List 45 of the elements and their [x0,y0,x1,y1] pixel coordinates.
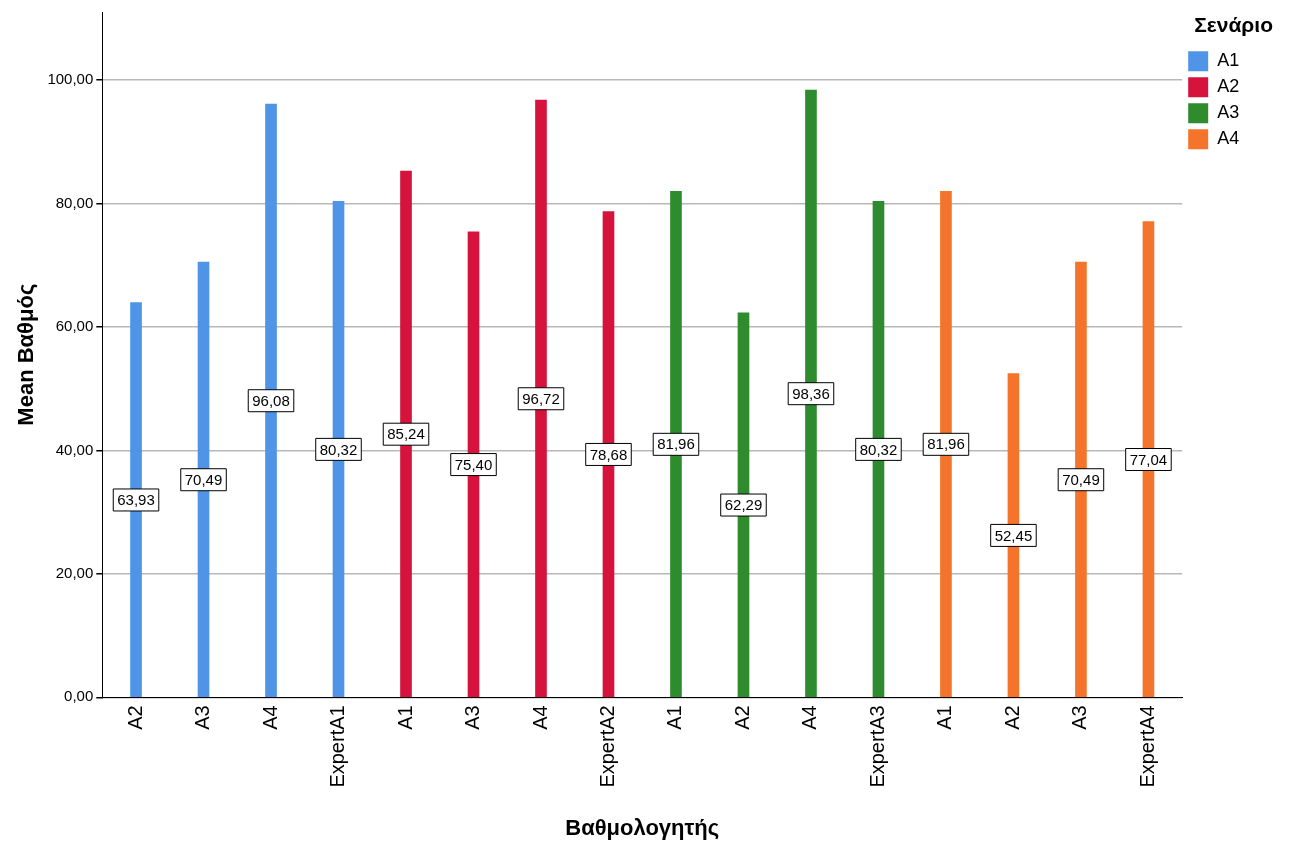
legend-label: A4 [1217,128,1240,149]
x-tick-label: A1 [393,705,416,730]
legend-label: A2 [1217,76,1240,97]
legend-title: Σενάριο [1194,13,1273,37]
y-tick-label: 100,00 [47,70,94,88]
x-axis-title: Βαθμολογητής [565,814,720,840]
x-tick-label: ExpertA3 [865,705,888,788]
data-label: 62,29 [724,496,763,514]
data-label: 80,32 [859,440,898,458]
y-tick-label: 60,00 [55,317,94,335]
data-label: 81,96 [927,435,965,453]
data-label: 96,08 [252,391,290,409]
data-label: 52,45 [994,526,1033,544]
y-tick-label: 40,00 [55,440,94,458]
x-tick-label: A2 [730,705,753,730]
legend-label: A1 [1217,50,1240,71]
x-tick-label: A3 [191,705,214,730]
data-label: 98,36 [792,384,830,402]
x-tick-label: A2 [1000,705,1023,730]
x-tick-label: A1 [663,705,686,730]
x-tick-label: ExpertA2 [596,705,618,788]
x-tick-label: ExpertA4 [1135,705,1158,788]
y-axis-title: Mean Βαθμός [13,283,39,426]
data-label: 85,24 [387,425,425,443]
x-tick-label: A3 [461,705,484,730]
data-label: 80,32 [319,440,358,458]
data-label: 75,40 [454,455,493,473]
legend-label: A3 [1217,102,1240,123]
y-tick-label: 0,00 [64,687,94,705]
x-tick-label: A3 [1068,705,1091,730]
data-label: 81,96 [657,435,695,453]
data-label: 63,93 [117,491,155,509]
x-tick-label: A2 [123,705,146,730]
data-label: 70,49 [184,470,223,488]
x-tick-label: A4 [528,705,551,730]
data-label: 78,68 [589,445,628,463]
x-tick-label: A1 [933,705,956,730]
data-label: 96,72 [522,389,560,407]
data-label: 70,49 [1062,470,1100,488]
y-tick-label: 80,00 [55,193,94,211]
data-label: 77,04 [1129,450,1168,468]
y-tick-label: 20,00 [55,563,94,581]
x-tick-label: A4 [258,705,281,730]
x-tick-label: A4 [798,705,821,730]
x-tick-label: ExpertA1 [326,705,349,788]
